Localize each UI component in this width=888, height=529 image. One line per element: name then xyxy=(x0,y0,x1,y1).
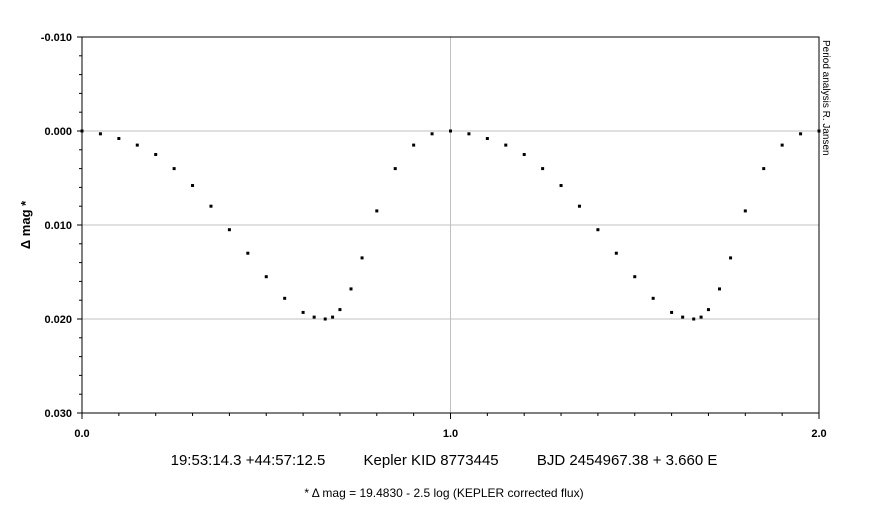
data-points xyxy=(80,129,821,321)
data-point xyxy=(412,143,416,147)
data-point xyxy=(670,310,674,314)
data-point xyxy=(154,153,158,156)
data-point xyxy=(246,251,250,255)
y-tick-label: 0.000 xyxy=(44,126,72,138)
data-point xyxy=(301,310,305,314)
data-point xyxy=(467,132,471,136)
data-point xyxy=(780,143,784,147)
data-point xyxy=(393,167,397,171)
caption-coords: 19:53:14.3 +44:57:12.5 xyxy=(170,452,326,469)
caption-footnote: * Δ mag = 19.4830 - 2.5 log (KEPLER corr… xyxy=(304,486,584,500)
data-point xyxy=(762,167,766,171)
data-point xyxy=(209,204,213,208)
data-point xyxy=(349,287,353,291)
y-tick-label: -0.010 xyxy=(41,32,72,44)
y-tick-label: 0.020 xyxy=(44,314,72,326)
data-point xyxy=(338,308,342,312)
data-point xyxy=(449,129,452,133)
data-point xyxy=(331,315,335,319)
y-tick-label: 0.010 xyxy=(44,220,72,232)
data-point xyxy=(799,132,803,136)
data-point xyxy=(375,209,379,213)
caption-target: Kepler KID 8773445 xyxy=(363,452,499,469)
data-point xyxy=(191,184,195,188)
data-point xyxy=(360,256,364,260)
y-axis-ticks: -0.010 0.000 0.010 0.020 0.030 xyxy=(41,32,82,420)
data-point xyxy=(614,251,618,255)
data-point xyxy=(485,137,489,141)
data-point xyxy=(430,132,434,136)
data-point xyxy=(692,317,696,321)
data-point xyxy=(651,296,655,300)
y-axis-title: Δ mag * xyxy=(18,200,33,249)
x-tick-label: 1.0 xyxy=(443,428,458,440)
data-point xyxy=(312,315,316,319)
data-point xyxy=(596,228,600,232)
data-point xyxy=(264,275,268,279)
data-point xyxy=(559,184,563,188)
data-point xyxy=(743,209,747,213)
y-tick-label: 0.030 xyxy=(44,408,72,420)
data-point xyxy=(135,143,139,147)
data-point xyxy=(699,315,703,319)
data-point xyxy=(117,137,121,141)
data-point xyxy=(98,132,102,136)
data-point xyxy=(729,256,733,260)
data-point xyxy=(522,153,526,156)
data-point xyxy=(504,143,508,147)
data-point xyxy=(633,275,637,279)
data-point xyxy=(172,167,176,171)
data-point xyxy=(577,204,581,208)
data-point xyxy=(227,228,231,232)
data-point xyxy=(283,296,287,300)
data-point xyxy=(718,287,722,291)
data-point xyxy=(706,308,710,312)
x-tick-label: 0.0 xyxy=(74,428,89,440)
chart-caption: 19:53:14.3 +44:57:12.5 Kepler KID 877344… xyxy=(0,452,888,469)
data-point xyxy=(323,317,327,321)
grid-lines xyxy=(82,37,819,413)
credit-label: Period analysis R. Jansen xyxy=(820,40,831,156)
caption-ephemeris: BJD 2454967.38 + 3.660 E xyxy=(536,452,718,469)
data-point xyxy=(681,315,685,319)
x-tick-label: 2.0 xyxy=(811,428,826,440)
data-point xyxy=(541,167,545,171)
x-axis-ticks: 0.0 1.0 2.0 xyxy=(74,413,827,440)
